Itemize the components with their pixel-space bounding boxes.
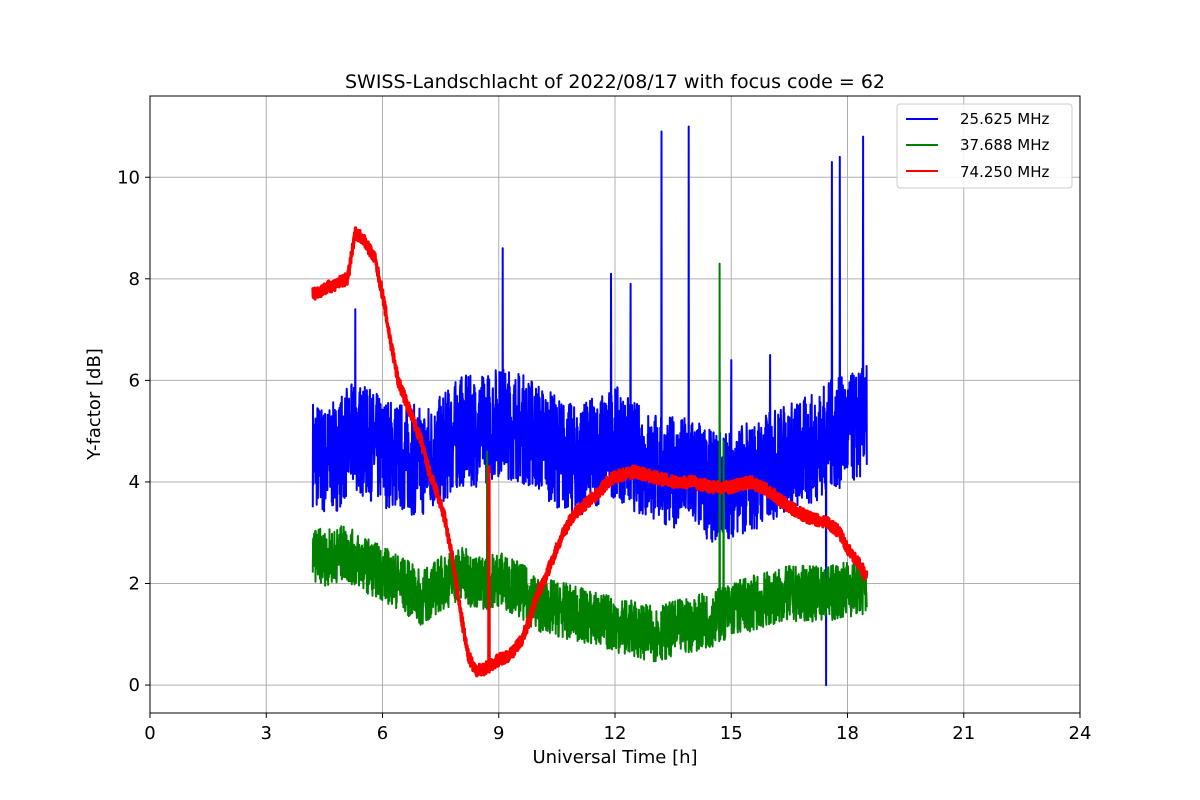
legend-label-74-mhz: 74.250 MHz — [960, 163, 1049, 181]
x-tick-label: 6 — [377, 723, 388, 744]
y-tick-label: 10 — [117, 167, 140, 188]
y-tick-label: 6 — [129, 370, 140, 391]
legend-label-25-mhz: 25.625 MHz — [960, 110, 1049, 128]
x-tick-label: 3 — [261, 723, 272, 744]
series-line-1 — [311, 262, 868, 663]
y-tick-label: 0 — [129, 675, 140, 696]
x-axis-label: Universal Time [h] — [532, 747, 697, 768]
y-tick-label: 2 — [129, 574, 140, 595]
x-tick-label: 9 — [493, 723, 504, 744]
x-tick-label: 12 — [604, 723, 627, 744]
legend-label-37-mhz: 37.688 MHz — [960, 136, 1049, 154]
legend: 25.625 MHz 37.688 MHz 74.250 MHz — [896, 103, 1073, 189]
x-tick-label: 18 — [836, 723, 859, 744]
x-tick-label: 15 — [720, 723, 743, 744]
x-tick-label: 21 — [952, 723, 975, 744]
series-line-0 — [311, 125, 868, 687]
x-tick-label: 24 — [1069, 723, 1092, 744]
legend-box — [896, 103, 1073, 189]
y-axis-label: Y-factor [dB] — [84, 348, 105, 461]
chart-title: SWISS-Landschlacht of 2022/08/17 with fo… — [345, 71, 885, 93]
series-line-2 — [311, 226, 869, 678]
y-tick-label: 4 — [129, 472, 140, 493]
plot-series — [311, 125, 869, 687]
y-tick-label: 8 — [129, 269, 140, 290]
x-tick-label: 0 — [144, 723, 155, 744]
